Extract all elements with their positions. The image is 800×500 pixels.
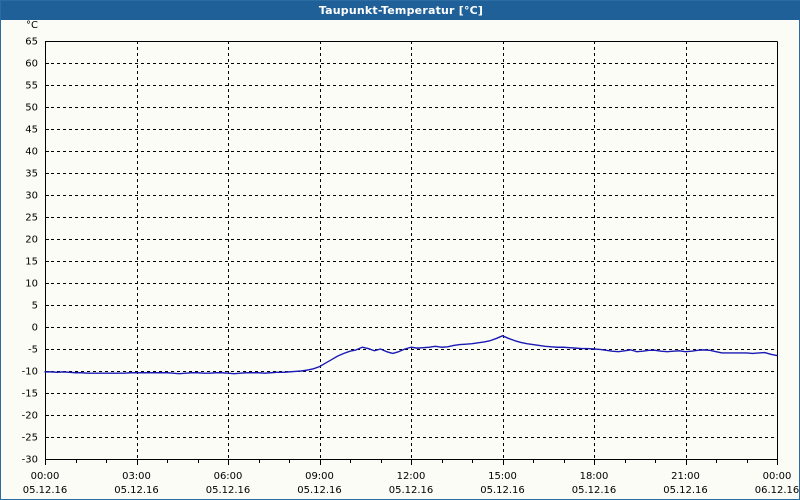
vertical-gridlines bbox=[137, 41, 687, 459]
x-axis-time-label: 00:00 bbox=[763, 471, 792, 482]
y-axis-tick-label: 10 bbox=[25, 279, 38, 290]
y-axis-tick-label: -15 bbox=[22, 389, 38, 400]
y-axis-tick-label: 25 bbox=[25, 213, 38, 224]
y-axis-tick-label: 35 bbox=[25, 169, 38, 180]
line-chart: 65605550454035302520151050-5-10-15-20-25… bbox=[22, 20, 799, 496]
y-axis-tick-label: 0 bbox=[32, 323, 38, 334]
x-axis-date-label: 05.12.16 bbox=[297, 485, 342, 496]
x-axis-time-label: 15:00 bbox=[488, 471, 517, 482]
x-axis-date-label: 05.12.16 bbox=[114, 485, 159, 496]
x-axis-time-label: 21:00 bbox=[671, 471, 700, 482]
y-axis-tick-labels: 65605550454035302520151050-5-10-15-20-25… bbox=[22, 37, 38, 466]
x-axis-time-label: 00:00 bbox=[31, 471, 60, 482]
y-axis-tick-label: -25 bbox=[22, 433, 38, 444]
y-axis-tick-label: -20 bbox=[22, 411, 38, 422]
y-axis-tick-label: 20 bbox=[25, 235, 38, 246]
x-axis-time-label: 03:00 bbox=[122, 471, 151, 482]
x-axis-time-label: 09:00 bbox=[305, 471, 334, 482]
axis-lines bbox=[45, 41, 778, 460]
y-axis-tick-label: 5 bbox=[32, 301, 38, 312]
x-axis-date-label: 05.12.16 bbox=[663, 485, 708, 496]
y-axis-tick-label: 30 bbox=[25, 191, 38, 202]
chart-canvas: 65 60 55 50 45 40 35 30 25 20 15 10 5 0 -5 -10 -15 -20 -25… bbox=[1, 20, 799, 499]
y-axis-unit-label: °C bbox=[26, 20, 38, 31]
page-title: Taupunkt-Temperatur [°C] bbox=[318, 4, 484, 17]
y-axis-tick-label: 60 bbox=[25, 59, 38, 70]
window-title-bar: Taupunkt-Temperatur [°C] bbox=[1, 1, 800, 20]
x-axis-date-label: 05.12.16 bbox=[480, 485, 525, 496]
y-axis-tick-label: -10 bbox=[22, 367, 38, 378]
x-axis-time-label: 06:00 bbox=[214, 471, 243, 482]
dew-point-series-line bbox=[44, 335, 778, 375]
x-axis-date-label: 05.12.16 bbox=[389, 485, 434, 496]
y-axis-tick-label: 40 bbox=[25, 147, 38, 158]
x-axis-date-label: 05.12.16 bbox=[206, 485, 251, 496]
y-axis-tick-label: -5 bbox=[28, 345, 38, 356]
x-axis-date-label: 05.12.16 bbox=[572, 485, 617, 496]
x-axis-date-label: 05.12.16 bbox=[23, 485, 68, 496]
y-axis-tick-label: 50 bbox=[25, 103, 38, 114]
x-axis-time-label: 18:00 bbox=[580, 471, 609, 482]
x-axis-date-label: 06.12.16 bbox=[755, 485, 799, 496]
y-axis-tick-label: 15 bbox=[25, 257, 38, 268]
y-axis-tick-label: 65 bbox=[25, 37, 38, 48]
y-axis-tick-label: 45 bbox=[25, 125, 38, 136]
x-axis-time-label: 12:00 bbox=[397, 471, 426, 482]
y-axis-tick-label: 55 bbox=[25, 81, 38, 92]
x-axis-tick-labels: 00:00 05.12.16 03:00 05.12.16 06:00 05.12.16 0… bbox=[23, 471, 799, 496]
y-axis-tick-label: -30 bbox=[22, 455, 38, 466]
